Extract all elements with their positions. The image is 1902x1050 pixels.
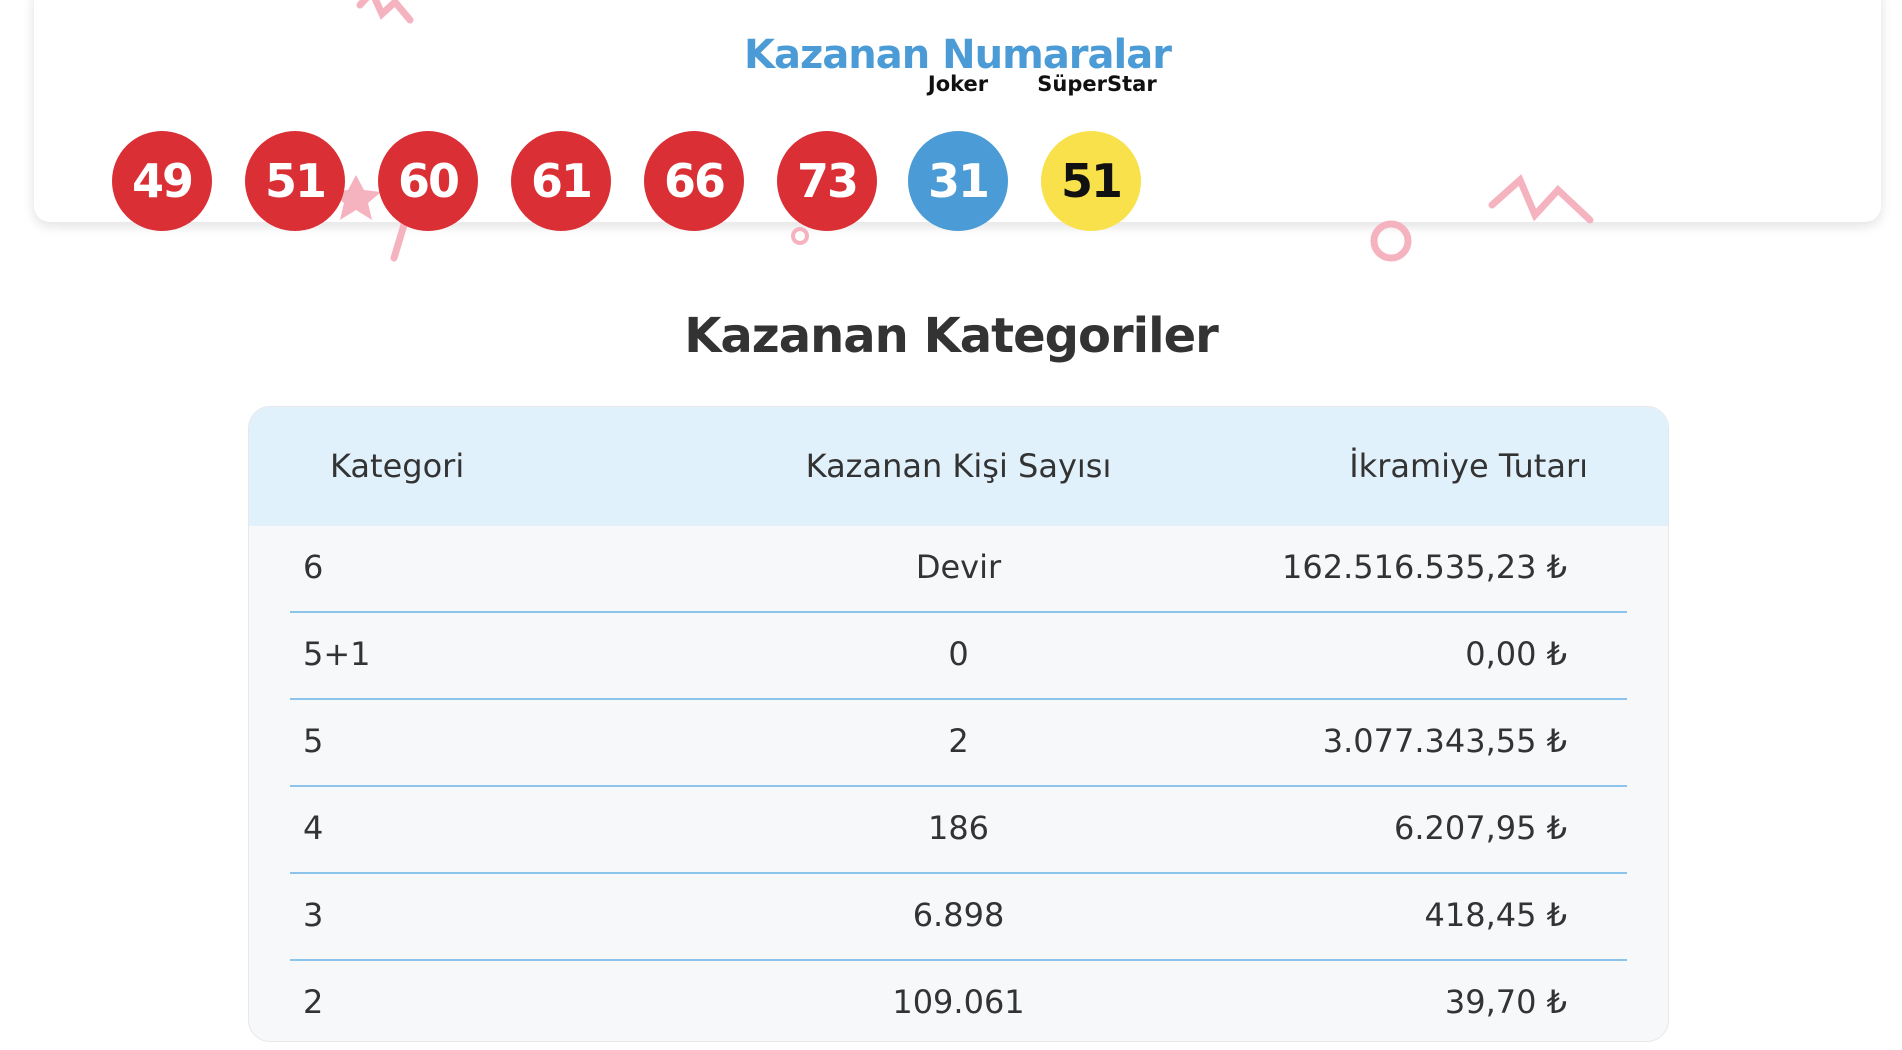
cell-prize: 3.077.343,55 ₺ [1322, 722, 1567, 760]
cell-category: 6 [303, 548, 324, 586]
winning-categories-title: Kazanan Kategoriler [684, 308, 1219, 364]
winning-numbers-title: Kazanan Numaralar [744, 32, 1172, 78]
ball-6: 73 [777, 131, 877, 231]
table-row: 4 186 6.207,95 ₺ [290, 787, 1627, 874]
header-winner-count: Kazanan Kişi Sayısı [805, 447, 1112, 485]
cell-prize: 6.207,95 ₺ [1393, 809, 1567, 847]
ball-3: 60 [378, 131, 478, 231]
cell-winner-count: 2 [948, 722, 969, 760]
table-row: 2 109.061 39,70 ₺ [290, 961, 1627, 1041]
cell-prize: 418,45 ₺ [1424, 896, 1568, 934]
ball-1: 49 [112, 131, 212, 231]
table-row: 3 6.898 418,45 ₺ [290, 874, 1627, 961]
superstar-ball: 51 [1041, 131, 1141, 231]
table-row: 5+1 0 0,00 ₺ [290, 613, 1627, 700]
joker-label: Joker [927, 72, 989, 96]
header-category: Kategori [330, 447, 465, 485]
ball-4: 61 [511, 131, 611, 231]
ball-2: 51 [245, 131, 345, 231]
cell-winner-count: 186 [927, 809, 990, 847]
cell-winner-count: Devir [915, 548, 1002, 586]
cell-category: 5 [303, 722, 324, 760]
cell-category: 3 [303, 896, 324, 934]
cell-category: 4 [303, 809, 324, 847]
table-row: 5 2 3.077.343,55 ₺ [290, 700, 1627, 787]
cell-category: 5+1 [303, 635, 371, 673]
cell-winner-count: 6.898 [912, 896, 1005, 934]
cell-category: 2 [303, 983, 324, 1021]
cell-prize: 0,00 ₺ [1465, 635, 1567, 673]
cell-prize: 39,70 ₺ [1444, 983, 1567, 1021]
table-header: Kategori Kazanan Kişi Sayısı İkramiye Tu… [249, 407, 1668, 526]
cell-winner-count: 109.061 [892, 983, 1025, 1021]
ball-5: 66 [644, 131, 744, 231]
superstar-label: SüperStar [1037, 72, 1157, 96]
joker-ball: 31 [908, 131, 1008, 231]
cell-winner-count: 0 [948, 635, 969, 673]
table-row: 6 Devir 162.516.535,23 ₺ [290, 526, 1627, 613]
cell-prize: 162.516.535,23 ₺ [1282, 548, 1567, 586]
winning-categories-table: Kategori Kazanan Kişi Sayısı İkramiye Tu… [248, 406, 1669, 1042]
header-prize-amount: İkramiye Tutarı [1349, 447, 1588, 485]
